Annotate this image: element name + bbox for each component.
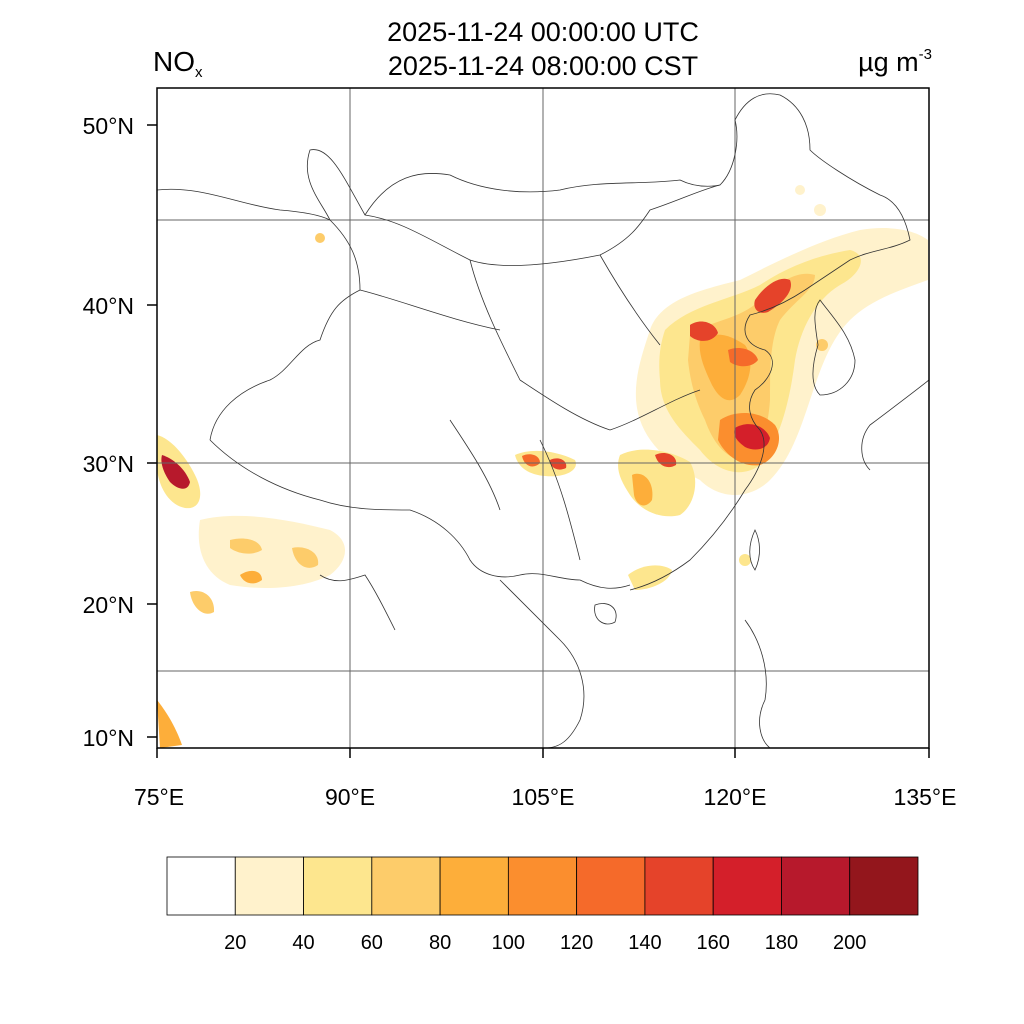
plume-orange-light	[688, 273, 815, 460]
patch-taiwan-strait	[739, 554, 751, 566]
lon-label-135: 135°E	[893, 784, 957, 810]
colorbar-label: 140	[628, 932, 662, 954]
lon-label-120: 120°E	[703, 784, 767, 810]
indochina-outline	[499, 579, 585, 748]
philippines-outline	[744, 619, 771, 748]
colorbar-swatch	[644, 856, 714, 916]
colorbar-swatch	[166, 856, 236, 916]
axis-ticks	[147, 124, 930, 758]
patch-korea	[816, 339, 828, 351]
colorbar-swatch	[712, 856, 782, 916]
india-central-patch	[190, 590, 215, 614]
lon-label-75: 75°E	[133, 784, 185, 810]
colorbar	[166, 856, 919, 916]
china-east-coast	[629, 289, 806, 591]
colorbar-label: 40	[292, 932, 315, 954]
lon-label-90: 90°E	[324, 784, 376, 810]
lat-label-10: 10°N	[82, 725, 134, 751]
colorbar-label: 200	[833, 932, 867, 954]
variable-subscript: x	[195, 64, 203, 81]
colorbar-label: 20	[224, 932, 247, 954]
colorbar-swatch	[439, 856, 509, 916]
japan-outline	[861, 379, 929, 471]
lon-label-105: 105°E	[511, 784, 575, 810]
colorbar-swatch	[507, 856, 578, 916]
plume-core-ne	[754, 278, 791, 313]
hainan-outline	[594, 603, 617, 625]
india-south-patch	[157, 700, 182, 748]
lat-label-40: 40°N	[82, 293, 134, 319]
plume-core-shanghai	[734, 424, 770, 450]
plume-core-beijing	[690, 321, 718, 341]
province-lines	[359, 254, 701, 561]
colorbar-swatch	[849, 856, 919, 916]
chongqing-core	[550, 458, 567, 470]
colorbar-label: 180	[764, 932, 799, 954]
colorbar-swatch	[371, 856, 441, 916]
china-south-border	[209, 439, 631, 589]
variable-label: NOx	[153, 46, 203, 81]
patch-xinjiang	[315, 233, 325, 243]
india-gangetic-patch3	[292, 547, 319, 568]
coastlines-and-borders	[157, 93, 929, 748]
taiwan-outline	[749, 529, 760, 571]
colorbar-label: 160	[696, 932, 730, 954]
india-gangetic-patch2	[240, 570, 262, 584]
colorbar-label: 80	[428, 932, 452, 954]
colorbar-label: 60	[360, 932, 383, 954]
unit-text: µg m	[858, 47, 919, 77]
korea-outline	[812, 299, 856, 396]
prd-light	[628, 565, 672, 590]
kazakhstan-border	[157, 188, 331, 221]
graticule	[157, 88, 929, 748]
india-gangetic-patch1	[230, 538, 262, 554]
title-cst: 2025-11-24 08:00:00 CST	[387, 51, 699, 81]
colorbar-label: 120	[559, 932, 594, 954]
colorbar-swatch	[303, 856, 373, 916]
india-gangetic-light	[198, 515, 345, 588]
patch-mongolia-ne	[795, 185, 805, 195]
variable-name: NO	[153, 46, 195, 77]
lat-label-20: 20°N	[82, 592, 134, 618]
central-orange	[632, 473, 653, 506]
concentration-field	[157, 185, 928, 748]
colorbar-swatch	[781, 856, 851, 916]
colorbar-swatch	[234, 856, 304, 916]
colorbar-label: 100	[491, 932, 526, 954]
bangladesh-coast	[319, 574, 396, 631]
colorbar-swatch	[576, 856, 646, 916]
unit-label: µg m-3	[858, 46, 932, 78]
mongolia-border	[364, 173, 721, 216]
patch-heilongjiang	[814, 204, 826, 216]
lat-label-50: 50°N	[82, 113, 134, 139]
unit-superscript: -3	[918, 46, 932, 63]
wuhan-core	[655, 453, 677, 468]
title-utc: 2025-11-24 00:00:00 UTC	[387, 17, 699, 47]
lat-label-30: 30°N	[82, 451, 134, 477]
